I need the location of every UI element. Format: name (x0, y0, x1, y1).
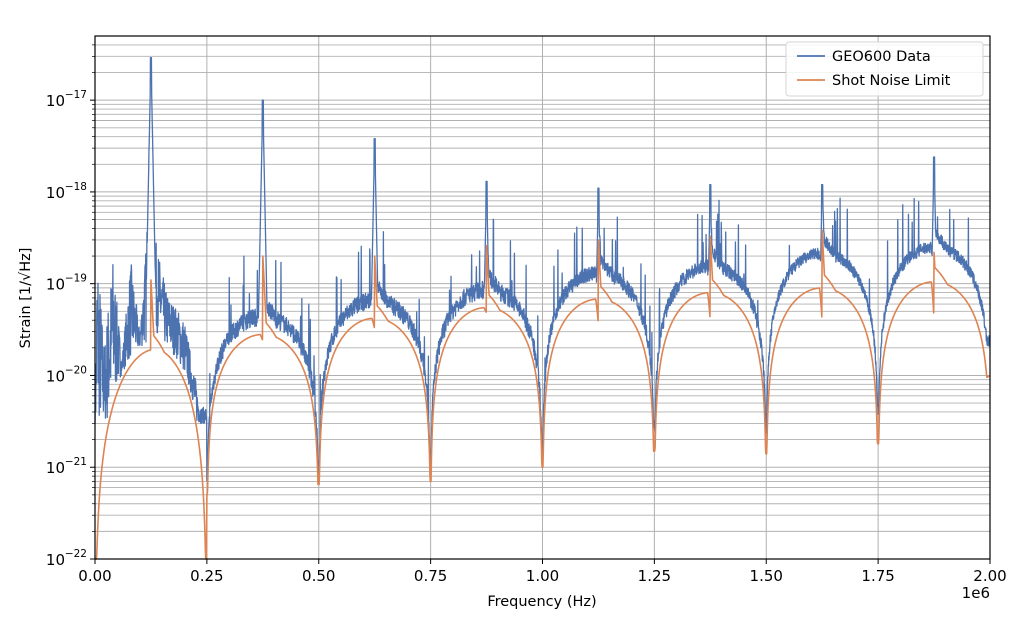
y-tick-label: 10 (46, 184, 65, 202)
y-tick-exponent: −21 (65, 456, 87, 468)
y-tick-label: 10 (46, 92, 65, 110)
shot-noise-limit-line (94, 229, 991, 560)
x-tick-label: 1.75 (861, 567, 894, 585)
legend-box (785, 41, 984, 97)
x-tick-label: 1.00 (526, 567, 559, 585)
legend-label-shot-noise: Shot Noise Limit (832, 73, 951, 89)
legend: GEO600 Data Shot Noise Limit (785, 41, 984, 97)
x-tick-label: 0.75 (414, 567, 447, 585)
y-tick-exponent: −17 (65, 89, 87, 101)
series-layer (94, 57, 991, 560)
x-tick-label: 1.25 (638, 567, 671, 585)
y-tick-label: 10 (46, 459, 65, 477)
y-axis-title: Strain [1/√Hz] (18, 248, 34, 349)
x-offset-label: 1e6 (962, 584, 990, 602)
x-tick-label: 0.25 (190, 567, 223, 585)
y-tick-exponent: −19 (65, 273, 87, 285)
x-tick-label: 0.00 (78, 567, 111, 585)
y-tick-label: 10 (46, 367, 65, 385)
x-tick-label: 0.50 (302, 567, 335, 585)
y-tick-exponent: −18 (65, 181, 87, 193)
x-axis-ticks: 0.00 0.25 0.50 0.75 1.00 1.25 1.50 1.75 2.00 (78, 559, 1007, 585)
x-axis-title: Frequency (Hz) (487, 594, 596, 610)
legend-label-geo600: GEO600 Data (832, 49, 931, 65)
y-tick-exponent: −22 (65, 548, 87, 560)
y-tick-label: 10 (46, 551, 65, 569)
y-tick-label: 10 (46, 276, 65, 294)
y-tick-exponent: −20 (65, 364, 87, 376)
x-tick-label: 1.50 (750, 567, 783, 585)
x-tick-label: 2.00 (973, 567, 1006, 585)
